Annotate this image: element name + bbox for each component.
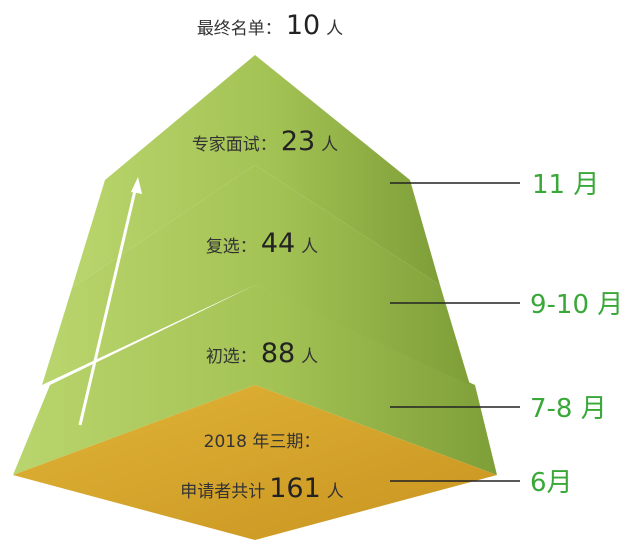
period: 9-10 月 (530, 290, 623, 320)
period: 7-8 月 (530, 394, 607, 424)
top-text: 最终名单：10 人 (197, 10, 343, 41)
count: 44 (261, 228, 295, 259)
diagram: 最终名单：10 人 专家面试：23 人 复选：44 人 初选：88 人 2018 年三期… (0, 0, 630, 542)
unit: 人 (301, 347, 318, 367)
period: 11 月 (532, 170, 599, 200)
label: 申请者共计 (180, 482, 265, 502)
label: 复选： (206, 237, 257, 257)
unit: 人 (327, 482, 344, 502)
count: 23 (281, 126, 315, 157)
count: 88 (261, 338, 295, 369)
period: 6月 (530, 468, 573, 498)
unit: 人 (301, 237, 318, 257)
unit: 人 (326, 19, 343, 39)
label: 最终名单： (197, 19, 282, 39)
unit: 人 (321, 135, 338, 155)
label: 专家面试： (192, 135, 277, 155)
count: 10 (286, 10, 320, 41)
label: 初选： (206, 347, 257, 367)
count: 161 (269, 473, 321, 504)
stage-caption: 2018 年三期： (204, 432, 321, 452)
